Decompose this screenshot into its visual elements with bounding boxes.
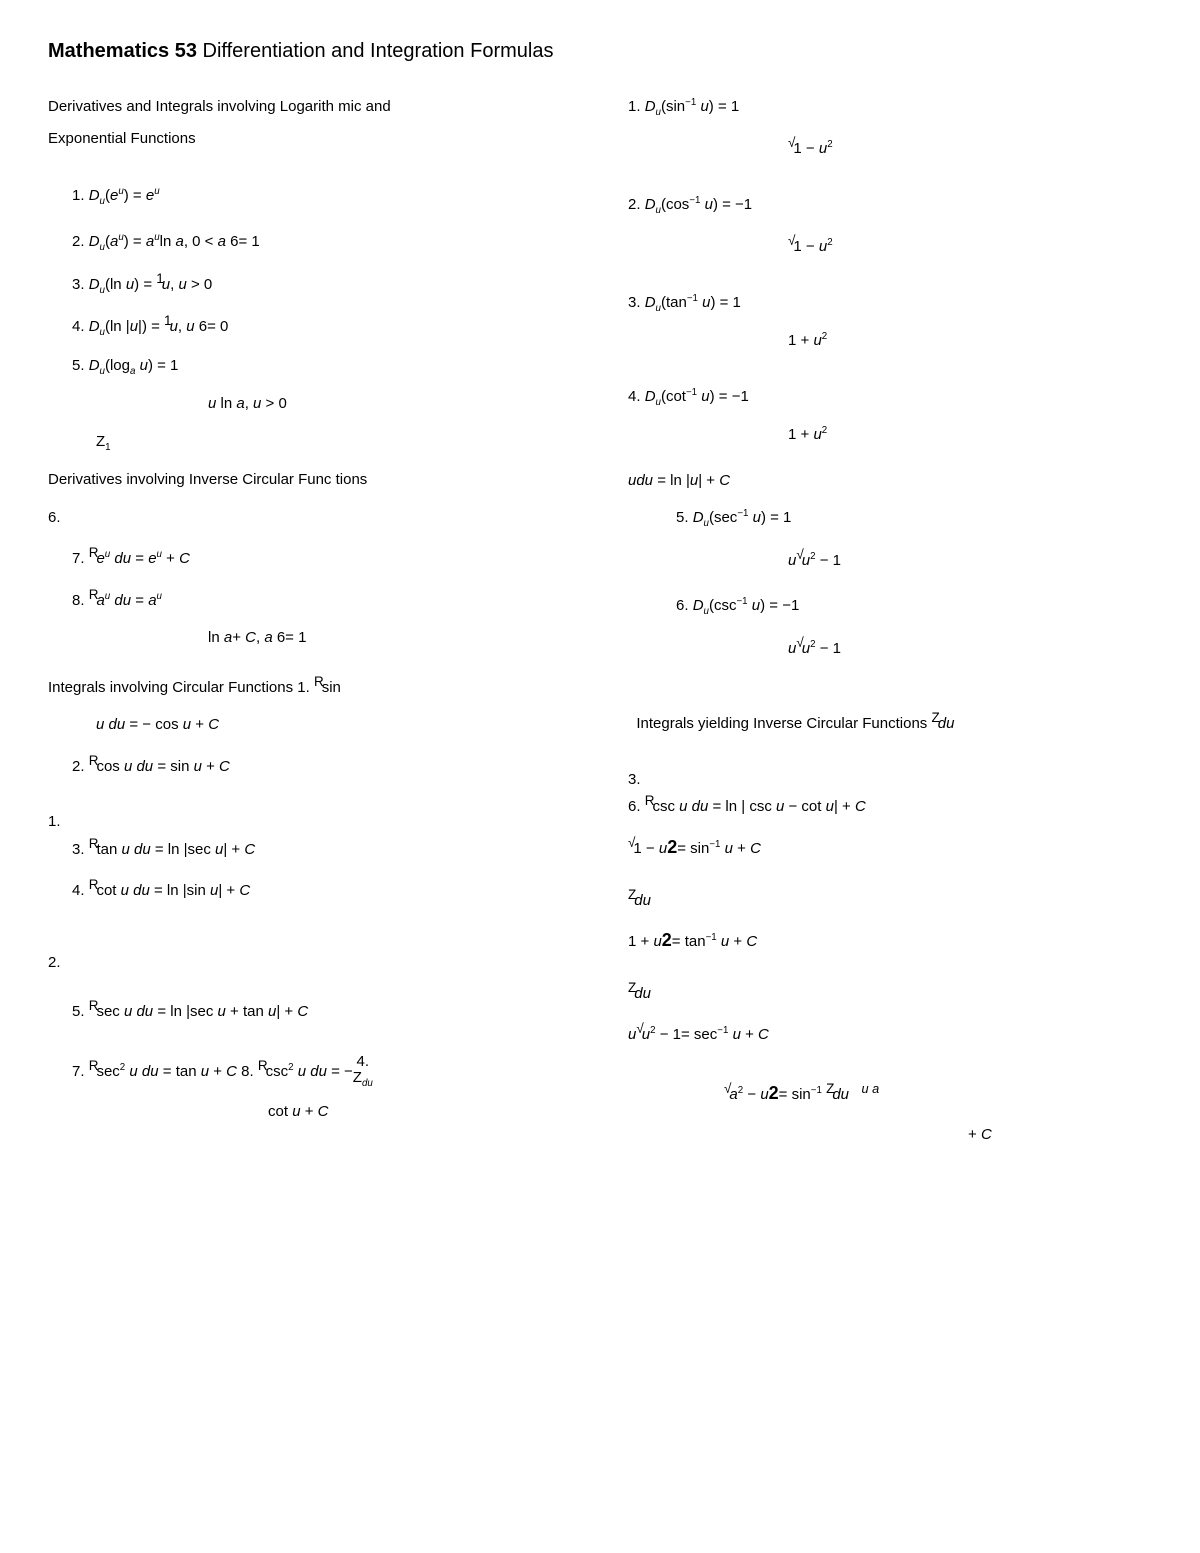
inv-6-denom: u√u2 − 1 — [628, 629, 1152, 665]
heading-int-circ: Integrals involving Circular Functions 1… — [48, 668, 572, 704]
inv-2-denom: √1 − u2 — [628, 227, 1152, 263]
int-inv-row4-c: + C — [628, 1119, 1152, 1151]
formula-7: 7. Reu du = eu + C — [48, 539, 572, 575]
heading-inv-circ-deriv: Derivatives involving Inverse Circular F… — [48, 464, 572, 496]
inv-5-denom: u√u2 − 1 — [628, 541, 1152, 577]
left-column: Derivatives and Integrals involving Loga… — [48, 91, 572, 1156]
formula-3: 3. Du(ln u) = 1u, u > 0 — [48, 265, 572, 301]
int-circ-5: 5. Rsec u du = ln |sec u + tan u| + C — [48, 992, 572, 1028]
inv-1-denom: √1 − u2 — [628, 129, 1152, 165]
int-circ-cot: cot u + C — [48, 1096, 572, 1128]
columns: Derivatives and Integrals involving Loga… — [48, 91, 1152, 1156]
formula-2: 2. Du(au) = auln a, 0 < a 6= 1 — [48, 226, 572, 258]
inv-2: 2. Du(cos−1 u) = −1 — [628, 189, 1152, 221]
int-inv-z2: Zdu — [628, 881, 1152, 917]
title-rest: Differentiation and Integration Formulas — [197, 40, 554, 62]
int-circ-3: 3. Rtan u du = ln |sec u| + C — [48, 830, 572, 866]
int-circ-2: 2. Rcos u du = sin u + C — [48, 747, 572, 783]
formula-8: 8. Rau du = au — [48, 581, 572, 617]
right-column: 1. Du(sin−1 u) = 1 √1 − u2 2. Du(cos−1 u… — [628, 91, 1152, 1156]
int-circ-7-8: 7. Rsec2 u du = tan u + C 8. Rcsc2 u du … — [48, 1052, 572, 1090]
inv-4-denom: 1 + u2 — [628, 419, 1152, 451]
inv-4: 4. Du(cot−1 u) = −1 — [628, 381, 1152, 413]
heading-int-circ-text: Integrals involving Circular Functions — [48, 679, 297, 696]
udu-line: udu = ln |u| + C — [628, 465, 1152, 497]
heading-log-exp-line2: Exponential Functions — [48, 123, 572, 155]
formula-5: 5. Du(loga u) = 1 — [48, 350, 572, 382]
title-bold: Mathematics 53 — [48, 40, 197, 62]
int-inv-row4: √a2 − u2= sin−1 Zdu u a — [628, 1075, 1152, 1113]
formula-8b: ln a+ C, a 6= 1 — [48, 622, 572, 654]
heading-log-exp-line1: Derivatives and Integrals involving Loga… — [48, 91, 572, 123]
heading-int-inv-circ-text: Integrals yielding Inverse Circular Func… — [636, 715, 931, 732]
inv-1: 1. Du(sin−1 u) = 1 — [628, 91, 1152, 123]
int-circ-4: 4. Rcot u du = ln |sin u| + C — [48, 871, 572, 907]
loose-2: 2. — [48, 947, 572, 979]
int-inv-row1: √1 − u2= sin−1 u + C — [628, 829, 1152, 867]
formula-1: 1. Du(eu) = eu — [48, 180, 572, 212]
page-title: Mathematics 53 Differentiation and Integ… — [48, 40, 1152, 63]
heading-log-exp: Derivatives and Integrals involving Loga… — [48, 91, 572, 154]
int-inv-row2: 1 + u2= tan−1 u + C — [628, 922, 1152, 960]
inv-6: 6. Du(csc−1 u) = −1 — [628, 590, 1152, 622]
heading-int-inv-circ: Integrals yielding Inverse Circular Func… — [628, 704, 1152, 740]
int-inv-z3: Zdu — [628, 974, 1152, 1010]
inv-3-denom: 1 + u2 — [628, 325, 1152, 357]
formula-5b: u ln a, u > 0 — [48, 388, 572, 420]
int-inv-6: 6. Rcsc u du = ln | csc u − cot u| + C — [628, 787, 1152, 823]
int-inv-row3: u√u2 − 1= sec−1 u + C — [628, 1015, 1152, 1051]
int-circ-1: u du = − cos u + C — [48, 709, 572, 741]
inv-5: 5. Du(sec−1 u) = 1 — [628, 502, 1152, 534]
z1: Z1 — [48, 426, 572, 458]
formula-4: 4. Du(ln |u|) = 1u, u 6= 0 — [48, 307, 572, 343]
formula-6-num: 6. — [48, 502, 572, 534]
inv-3: 3. Du(tan−1 u) = 1 — [628, 287, 1152, 319]
